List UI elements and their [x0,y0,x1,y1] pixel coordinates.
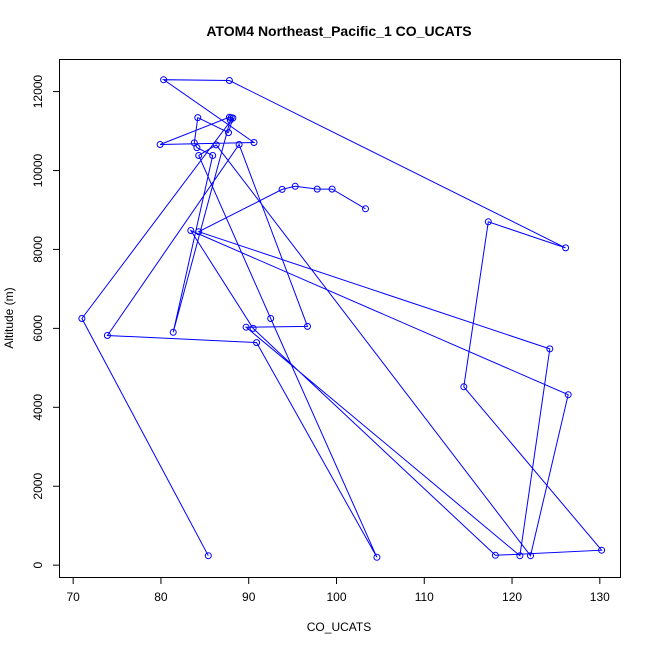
data-point [160,76,168,84]
data-point [373,553,381,561]
data-point [195,152,203,159]
y-tick-label: 6000 [31,315,45,342]
data-point [253,339,261,347]
series-line [81,79,603,558]
y-axis: 0 2000 4000 6000 8000 10000 12000 [31,75,60,569]
x-axis: 70 80 90 100 110 120 130 [66,577,610,604]
data-point [291,182,299,190]
data-point [195,228,203,236]
data-point [204,552,212,560]
data-point [225,113,233,121]
series-layer [78,76,606,561]
data-point [527,552,534,560]
data-point [562,244,570,252]
data-point [278,185,286,193]
y-axis-label: Altitude (m) [2,287,16,348]
chart-title: ATOM4 Northeast_Pacific_1 CO_UCATS [206,23,471,39]
data-point [484,218,492,226]
data-point [225,77,233,84]
data-point [328,185,336,193]
x-tick-label: 80 [154,590,168,604]
data-point [212,141,220,149]
data-point [304,322,311,330]
data-point [362,205,369,213]
data-point [250,139,258,146]
data-point [103,332,111,339]
x-tick-label: 100 [326,590,346,604]
data-point [267,315,275,322]
data-point [209,152,217,159]
y-tick-label: 8000 [31,236,45,263]
data-point [187,227,195,234]
data-point [235,141,243,148]
x-tick-label: 120 [502,590,522,604]
data-point [193,144,201,152]
x-axis-label: CO_UCATS [307,620,371,634]
data-point [564,391,572,399]
data-point [249,324,257,332]
data-point [156,141,164,148]
y-tick-label: 2000 [31,473,45,500]
data-point [194,114,202,122]
y-tick-label: 12000 [31,75,45,109]
y-tick-label: 10000 [31,153,45,187]
x-tick-label: 110 [415,590,434,604]
data-point [491,551,499,559]
data-point [242,323,250,331]
x-tick-label: 130 [590,590,610,604]
data-point [598,546,606,554]
data-point [516,552,524,560]
y-tick-label: 4000 [31,394,45,421]
x-tick-label: 90 [242,590,256,604]
data-point [78,315,86,322]
data-point [546,345,554,353]
y-tick-label: 0 [31,562,45,569]
data-point [169,328,177,336]
data-point [313,185,321,193]
x-tick-label: 70 [66,590,80,604]
data-point [225,129,232,137]
plot-frame [59,59,621,578]
data-point [460,383,468,391]
